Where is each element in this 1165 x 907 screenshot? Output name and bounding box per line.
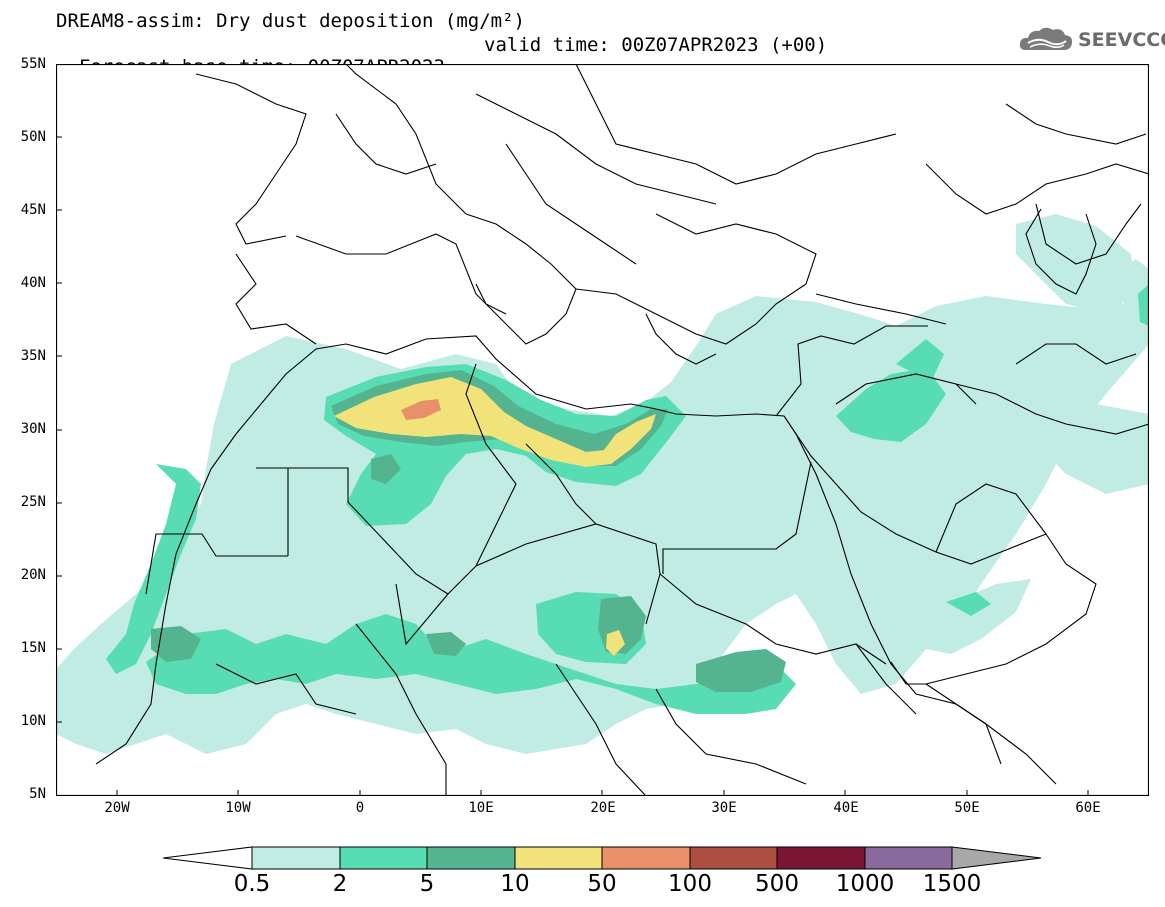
colorbar-bin-2: [426, 846, 516, 870]
valid-time-label: valid time: 00Z07APR2023 (+00): [484, 34, 828, 56]
lat-label-20n: 20N: [20, 567, 46, 583]
lon-label-20e: 20E: [590, 800, 616, 816]
lat-label-10n: 10N: [20, 713, 46, 729]
lon-label-10w: 10W: [225, 800, 251, 816]
dust-contours: [56, 214, 1149, 754]
lat-label-5n: 5N: [29, 786, 46, 802]
lat-label-40n: 40N: [20, 275, 46, 291]
lon-label-20w: 20W: [104, 800, 130, 816]
colorbar-label-2: 5: [419, 871, 435, 897]
colorbar-bin-0: [251, 846, 341, 870]
lon-label-40e: 40E: [833, 800, 859, 816]
lon-label-50e: 50E: [954, 800, 980, 816]
chart-title: DREAM8-assim: Dry dust deposition (mg/m²…: [56, 10, 525, 32]
colorbar-label-4: 50: [587, 871, 617, 897]
lat-label-50n: 50N: [20, 129, 46, 145]
lon-label-10e: 10E: [468, 800, 494, 816]
seevccc-logo: SEEVCCC: [1018, 24, 1165, 56]
lat-label-35n: 35N: [20, 348, 46, 364]
logo-text: SEEVCCC: [1078, 29, 1165, 51]
lon-label-30e: 30E: [711, 800, 737, 816]
colorbar-label-1: 2: [332, 871, 348, 897]
colorbar-label-3: 10: [500, 871, 530, 897]
colorbar-bin-7: [864, 846, 953, 870]
colorbar-bin-1: [339, 846, 428, 870]
colorbar-label-5: 100: [668, 871, 712, 897]
coastlines-and-borders: [95, 64, 1149, 796]
colorbar-over-arrow: [951, 846, 1042, 870]
colorbar: [163, 846, 1042, 870]
cloud-logo-icon: [1019, 27, 1073, 50]
lat-label-25n: 25N: [20, 494, 46, 510]
contour-10: [334, 377, 656, 656]
lat-label-30n: 30N: [20, 421, 46, 437]
colorbar-label-7: 1000: [835, 871, 895, 897]
colorbar-label-6: 500: [755, 871, 799, 897]
colorbar-bin-6: [776, 846, 866, 870]
dust-map: [56, 64, 1149, 796]
colorbar-label-8: 1500: [922, 871, 982, 897]
lon-label-0: 0: [355, 800, 365, 816]
axis-ticks: [56, 64, 1089, 796]
colorbar-under-arrow: [163, 846, 253, 870]
colorbar-label-0: 0.5: [233, 871, 271, 897]
colorbar-bin-3: [514, 846, 603, 870]
contour-50: [401, 399, 441, 420]
lat-label-15n: 15N: [20, 640, 46, 656]
lat-label-55n: 55N: [20, 56, 46, 72]
lat-label-45n: 45N: [20, 202, 46, 218]
lon-label-60e: 60E: [1075, 800, 1101, 816]
colorbar-bin-4: [601, 846, 691, 870]
colorbar-bin-5: [689, 846, 778, 870]
